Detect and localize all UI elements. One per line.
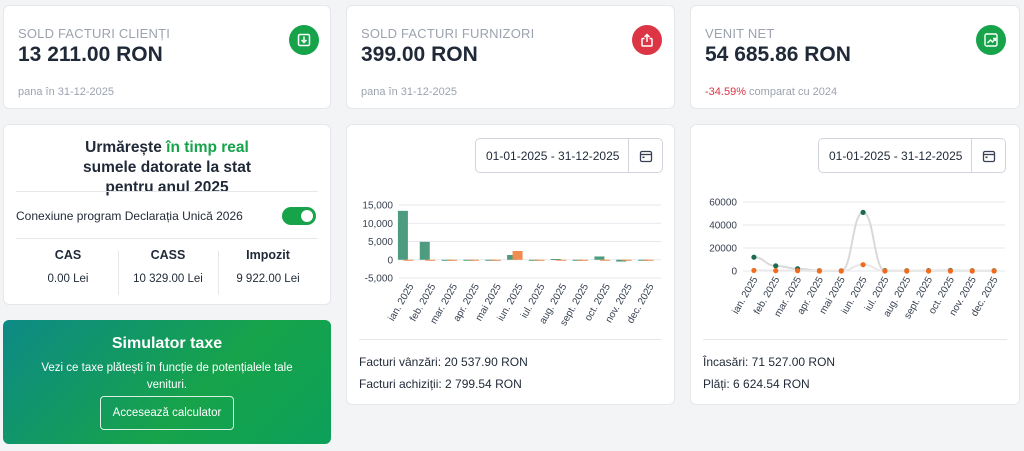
y-tick-label: 20000 bbox=[709, 244, 737, 255]
stat-sub: pana în 31-12-2025 bbox=[361, 86, 458, 98]
stat-value: 54 685.86 RON bbox=[705, 43, 851, 66]
bar bbox=[507, 255, 518, 260]
data-point bbox=[991, 268, 997, 274]
bar bbox=[490, 259, 501, 261]
bar bbox=[463, 259, 474, 261]
data-point bbox=[773, 263, 779, 269]
purchases-total: Facturi achiziții: 2 799.54 RON bbox=[359, 377, 522, 391]
data-point bbox=[838, 268, 844, 274]
stat-value: 399.00 RON bbox=[361, 43, 478, 66]
change-percent: -34.59% bbox=[705, 86, 746, 98]
data-point bbox=[794, 268, 801, 274]
data-point bbox=[925, 268, 932, 274]
tax-col-impozit: Impozit 9 922.00 Lei bbox=[216, 248, 320, 285]
data-point bbox=[773, 268, 779, 274]
data-point bbox=[904, 268, 910, 274]
tax-col-name: CASS bbox=[150, 248, 186, 262]
tax-col-cass: CASS 10 329.00 Lei bbox=[116, 248, 220, 285]
stat-sub: pana în 31-12-2025 bbox=[18, 86, 115, 98]
stat-label: SOLD FACTURI FURNIZORI bbox=[361, 26, 535, 41]
bar bbox=[594, 256, 605, 260]
invoices-chart-card: 01-01-2025 - 31-12-2025 15,000 10,000 5,00… bbox=[346, 124, 675, 405]
tax-col-name: CAS bbox=[54, 248, 82, 262]
data-point bbox=[751, 254, 757, 260]
y-tick-label: 15,000 bbox=[362, 201, 393, 212]
data-point bbox=[947, 268, 954, 274]
bar bbox=[616, 259, 627, 262]
bar bbox=[397, 210, 408, 260]
simulator-card: Simulator taxe Vezi ce taxe plătești în … bbox=[3, 320, 331, 444]
bar bbox=[425, 259, 436, 261]
trending-up-icon bbox=[976, 25, 1006, 55]
bar bbox=[534, 259, 545, 261]
bar bbox=[550, 259, 561, 261]
change-label: comparat cu 2024 bbox=[745, 86, 838, 98]
y-tick-label: 60000 bbox=[709, 198, 737, 209]
bar bbox=[638, 259, 649, 261]
bar bbox=[447, 259, 458, 261]
calendar-icon[interactable] bbox=[971, 139, 1005, 172]
calendar-icon[interactable] bbox=[628, 139, 662, 172]
bar bbox=[599, 259, 610, 261]
open-calculator-button[interactable]: Accesează calculator bbox=[100, 396, 234, 430]
bar bbox=[578, 259, 589, 261]
tax-card: Urmărește în timp real sumele datorate l… bbox=[3, 124, 331, 305]
y-tick-label: 0 bbox=[387, 255, 393, 266]
bar bbox=[621, 259, 632, 261]
stat-sub: -34.59% comparat cu 2024 bbox=[705, 86, 837, 98]
stat-label: VENIT NET bbox=[705, 26, 775, 41]
income-total: Încasări: 71 527.00 RON bbox=[703, 355, 836, 369]
simulator-title: Simulator taxe bbox=[111, 335, 223, 352]
data-point bbox=[751, 267, 757, 274]
date-range-value: 01-01-2025 - 31-12-2025 bbox=[486, 149, 620, 163]
connection-toggle[interactable] bbox=[282, 207, 316, 225]
stat-card-suppliers: SOLD FACTURI FURNIZORI 399.00 RON pana î… bbox=[346, 5, 675, 109]
bar bbox=[485, 259, 496, 261]
y-tick-label: 40000 bbox=[709, 221, 737, 232]
tax-title: Urmărește în timp real sumele datorate l… bbox=[83, 139, 251, 196]
y-tick-label: 10,000 bbox=[362, 219, 393, 230]
tax-col-cas: CAS 0.00 Lei bbox=[16, 248, 120, 285]
y-tick-label: 5,000 bbox=[368, 237, 393, 248]
data-point bbox=[860, 209, 866, 215]
stat-label: SOLD FACTURI CLIENȚI bbox=[18, 26, 171, 41]
realtime-highlight: în timp real bbox=[166, 139, 249, 156]
date-range-value: 01-01-2025 - 31-12-2025 bbox=[829, 149, 963, 163]
stat-value: 13 211.00 RON bbox=[18, 43, 163, 66]
bar bbox=[419, 241, 430, 260]
tax-col-value: 9 922.00 Lei bbox=[236, 273, 300, 285]
simulator-desc: Vezi ce taxe plătești în funcție de pote… bbox=[41, 362, 293, 391]
bar bbox=[643, 259, 654, 261]
upload-icon bbox=[632, 25, 662, 55]
data-point bbox=[882, 268, 888, 274]
data-point bbox=[860, 262, 866, 268]
y-tick-label: 0 bbox=[731, 267, 737, 278]
bar bbox=[441, 259, 452, 261]
sales-total: Facturi vânzări: 20 537.90 RON bbox=[359, 355, 528, 369]
series-line bbox=[753, 211, 995, 272]
bar bbox=[403, 259, 414, 261]
bar bbox=[556, 259, 567, 261]
download-icon bbox=[289, 25, 319, 55]
date-range-picker[interactable]: 01-01-2025 - 31-12-2025 bbox=[818, 138, 1006, 173]
bar bbox=[468, 259, 479, 261]
tax-col-name: Impozit bbox=[246, 248, 290, 262]
payments-total: Plăți: 6 624.54 RON bbox=[703, 377, 810, 391]
stat-card-clients: SOLD FACTURI CLIENȚI 13 211.00 RON pana … bbox=[3, 5, 331, 109]
tax-col-value: 0.00 Lei bbox=[47, 273, 89, 285]
bar bbox=[572, 259, 583, 261]
tax-col-value: 10 329.00 Lei bbox=[133, 273, 203, 285]
y-tick-label: -5,000 bbox=[365, 274, 394, 285]
bar bbox=[512, 250, 523, 260]
stat-card-net-income: VENIT NET 54 685.86 RON -34.59% comparat… bbox=[690, 5, 1020, 109]
connection-label: Conexiune program Declarația Unică 2026 bbox=[16, 209, 243, 223]
data-point bbox=[816, 268, 823, 274]
date-range-picker[interactable]: 01-01-2025 - 31-12-2025 bbox=[475, 138, 663, 173]
cash-chart-card: 01-01-2025 - 31-12-2025 60000 40000 20000 0… bbox=[690, 124, 1020, 405]
data-point bbox=[969, 268, 975, 274]
bar bbox=[528, 259, 539, 261]
